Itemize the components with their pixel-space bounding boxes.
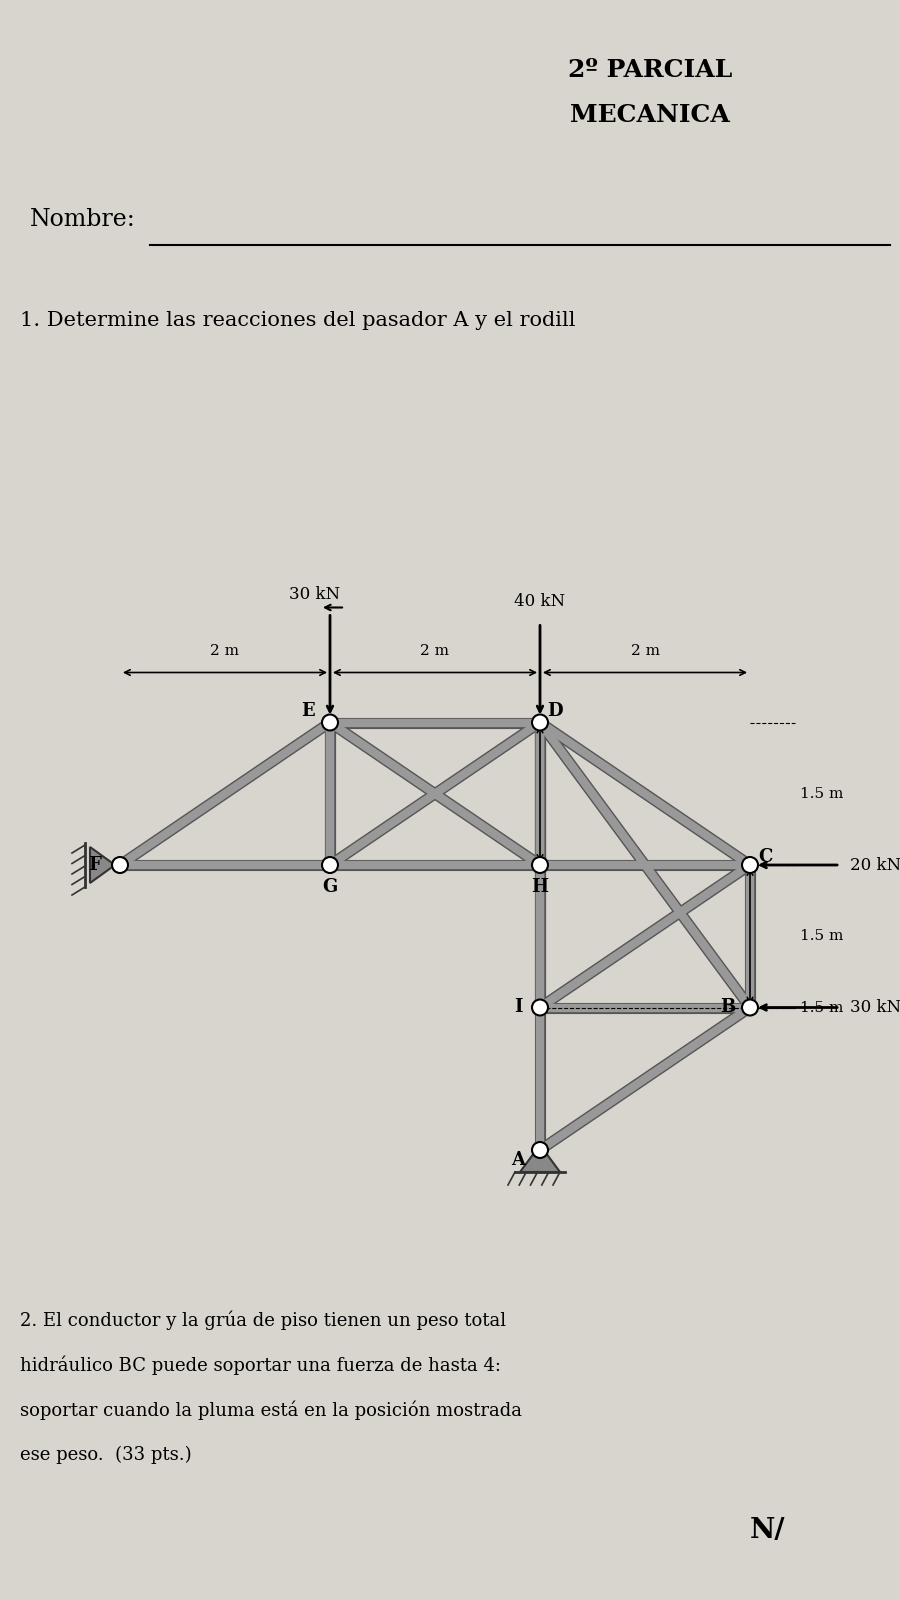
Text: N/: N/: [750, 1517, 786, 1544]
Text: B: B: [720, 998, 735, 1016]
Polygon shape: [520, 1146, 560, 1171]
Text: 1.5 m: 1.5 m: [800, 930, 843, 944]
Text: 2 m: 2 m: [631, 643, 660, 658]
Circle shape: [532, 858, 548, 874]
Circle shape: [322, 858, 338, 874]
Text: 1.5 m: 1.5 m: [800, 1000, 843, 1014]
Text: 2º PARCIAL: 2º PARCIAL: [568, 58, 732, 82]
Circle shape: [322, 715, 338, 731]
Text: A: A: [511, 1150, 525, 1170]
Circle shape: [742, 1000, 758, 1016]
Text: F: F: [88, 856, 102, 874]
Text: I: I: [514, 998, 522, 1016]
Text: 40 kN: 40 kN: [515, 594, 565, 611]
Text: 2 m: 2 m: [420, 643, 449, 658]
Text: Nombre:: Nombre:: [30, 208, 136, 232]
Text: 1. Determine las reacciones del pasador A y el rodill: 1. Determine las reacciones del pasador …: [20, 310, 575, 330]
Circle shape: [532, 1142, 548, 1158]
Text: E: E: [302, 701, 315, 720]
Text: 2 m: 2 m: [211, 643, 239, 658]
Text: MECANICA: MECANICA: [570, 102, 730, 126]
Circle shape: [532, 715, 548, 731]
Text: 1.5 m: 1.5 m: [800, 787, 843, 800]
Circle shape: [532, 1000, 548, 1016]
Polygon shape: [90, 846, 115, 883]
Text: 30 kN: 30 kN: [290, 586, 340, 603]
Text: hidráulico BC puede soportar una fuerza de hasta 4:: hidráulico BC puede soportar una fuerza …: [20, 1355, 501, 1374]
Text: 2. El conductor y la grúa de piso tienen un peso total: 2. El conductor y la grúa de piso tienen…: [20, 1310, 506, 1330]
Text: C: C: [758, 848, 772, 866]
Text: H: H: [532, 878, 548, 896]
Text: G: G: [322, 878, 338, 896]
Circle shape: [742, 858, 758, 874]
Text: soportar cuando la pluma está en la posición mostrada: soportar cuando la pluma está en la posi…: [20, 1400, 522, 1419]
Text: D: D: [547, 701, 562, 720]
Text: 30 kN: 30 kN: [850, 998, 900, 1016]
Text: ese peso.  (33 pts.): ese peso. (33 pts.): [20, 1446, 192, 1464]
Circle shape: [112, 858, 128, 874]
Text: 20 kN: 20 kN: [850, 856, 900, 874]
